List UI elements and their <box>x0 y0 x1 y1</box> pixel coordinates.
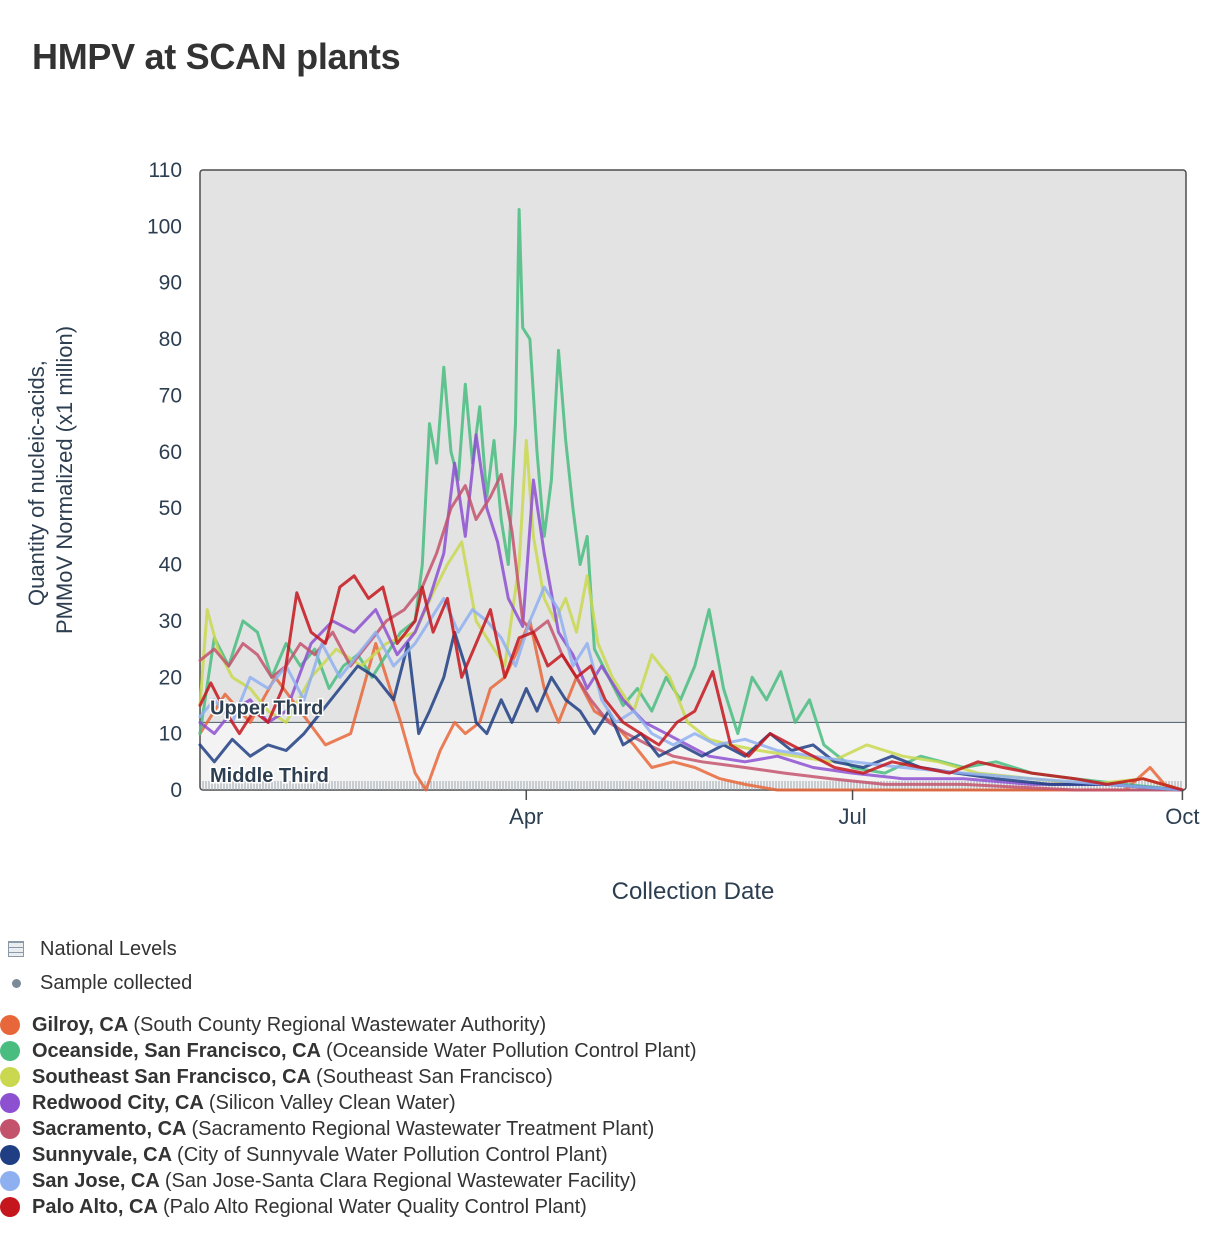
legend-plant-name: (Sacramento Regional Wastewater Treatmen… <box>191 1117 655 1140</box>
y-axis-label: Quantity of nucleic-acids, PMMoV Normali… <box>24 326 77 634</box>
x-ticks: Apr Jul Oct <box>509 790 1200 829</box>
legend-plant-name: (Silicon Valley Clean Water) <box>208 1091 456 1114</box>
y-axis-label-line2: PMMoV Normalized (x1 million) <box>52 326 77 634</box>
legend-site-name: Palo Alto, CA <box>32 1195 158 1218</box>
y-tick-label: 50 <box>159 497 182 520</box>
legend-color-dot <box>0 1041 20 1061</box>
y-ticks: 0 10 20 30 40 50 60 70 80 90 100 110 <box>147 159 182 802</box>
series-line-palo-alto-ca[interactable] <box>198 574 1184 792</box>
legend-site-name: Gilroy, CA <box>32 1013 129 1036</box>
y-tick-label: 20 <box>159 666 182 689</box>
plot-frame <box>199 169 1187 791</box>
legend-item-san-jose-ca[interactable]: San Jose, CA (San Jose-Santa Clara Region… <box>0 1168 637 1194</box>
legend-site-name: Sacramento, CA <box>32 1117 187 1140</box>
legend-item-national-levels[interactable]: National Levels <box>0 936 177 962</box>
series-line-san-jose-ca[interactable] <box>198 585 1184 792</box>
legend-plant-name: (City of Sunnyvale Water Pollution Contr… <box>177 1143 608 1166</box>
legend-color-dot <box>0 1197 20 1217</box>
y-tick-label: 40 <box>159 554 182 577</box>
y-tick-label: 100 <box>147 215 182 238</box>
legend-item-sacramento-ca[interactable]: Sacramento, CA (Sacramento Regional Waste… <box>0 1116 654 1142</box>
legend-plant-name: (San Jose-Santa Clara Regional Wastewate… <box>164 1169 637 1192</box>
y-tick-label: 30 <box>159 610 182 633</box>
legend-item-oceanside-san-francisco-ca[interactable]: Oceanside, San Francisco, CA (Oceanside W… <box>0 1038 697 1064</box>
legend-color-dot <box>0 1171 20 1191</box>
legend-item-gilroy-ca[interactable]: Gilroy, CA (South County Regional Wastewa… <box>0 1012 546 1038</box>
y-tick-label: 80 <box>159 328 182 351</box>
legend-item-palo-alto-ca[interactable]: Palo Alto, CA (Palo Alto Regional Water Q… <box>0 1194 587 1220</box>
legend-site-name: Redwood City, CA <box>32 1091 204 1114</box>
band-label-upper: Upper Third <box>210 697 323 719</box>
series-line-oceanside-san-francisco-ca[interactable] <box>198 208 1184 792</box>
chart-svg: 0 10 20 30 40 50 60 70 80 90 100 110 Apr Jul Oct Uppe… <box>24 159 1200 905</box>
series-lines <box>198 208 1184 792</box>
y-tick-label: 60 <box>159 441 182 464</box>
legend-site-name: Sunnyvale, CA <box>32 1143 173 1166</box>
legend-color-dot <box>0 1067 20 1087</box>
legend-color-dot <box>0 1145 20 1165</box>
y-tick-label: 90 <box>159 272 182 295</box>
legend-site-name: Southeast San Francisco, CA <box>32 1065 311 1088</box>
y-tick-label: 10 <box>159 723 182 746</box>
legend-item-southeast-san-francisco-ca[interactable]: Southeast San Francisco, CA (Southeast Sa… <box>0 1064 553 1090</box>
legend-color-dot <box>0 1119 20 1139</box>
chart-title: HMPV at SCAN plants <box>32 36 401 77</box>
y-axis-label-line1: Quantity of nucleic-acids, <box>24 360 49 606</box>
national-levels-icon <box>8 941 24 957</box>
legend-site-name: Oceanside, San Francisco, CA <box>32 1039 321 1062</box>
legend-item-sunnyvale-ca[interactable]: Sunnyvale, CA (City of Sunnyvale Water Po… <box>0 1142 608 1168</box>
series-line-sacramento-ca[interactable] <box>198 472 1184 792</box>
legend-item-sample-collected[interactable]: Sample collected <box>0 970 192 996</box>
legend-site-name: San Jose, CA <box>32 1169 160 1192</box>
band-upper <box>200 170 1186 723</box>
series-line-redwood-city-ca[interactable] <box>198 433 1184 792</box>
y-tick-label: 0 <box>170 779 182 802</box>
legend-plant-name: (Oceanside Water Pollution Control Plant… <box>326 1039 697 1062</box>
x-tick-label: Jul <box>838 804 866 829</box>
legend-plant-name: (Southeast San Francisco) <box>315 1065 553 1088</box>
legend-label-national-levels: National Levels <box>40 937 177 960</box>
band-label-middle: Middle Third <box>210 765 329 787</box>
x-axis-label: Collection Date <box>612 878 775 905</box>
legend-color-dot <box>0 1015 20 1035</box>
x-tick-label: Apr <box>509 804 543 829</box>
series-line-sunnyvale-ca[interactable] <box>198 630 1184 792</box>
sample-dot-icon <box>12 978 21 988</box>
legend-label-sample-collected: Sample collected <box>40 971 193 994</box>
legend-item-redwood-city-ca[interactable]: Redwood City, CA (Silicon Valley Clean Wa… <box>0 1090 456 1116</box>
y-tick-label: 110 <box>149 159 182 182</box>
legend-color-dot <box>0 1093 20 1113</box>
x-tick-label: Oct <box>1165 804 1199 829</box>
legend-plant-name: (Palo Alto Regional Water Quality Contro… <box>162 1195 587 1218</box>
legend-plant-name: (South County Regional Wastewater Author… <box>133 1013 547 1036</box>
plot-bands <box>200 170 1186 790</box>
y-tick-label: 70 <box>159 384 182 407</box>
